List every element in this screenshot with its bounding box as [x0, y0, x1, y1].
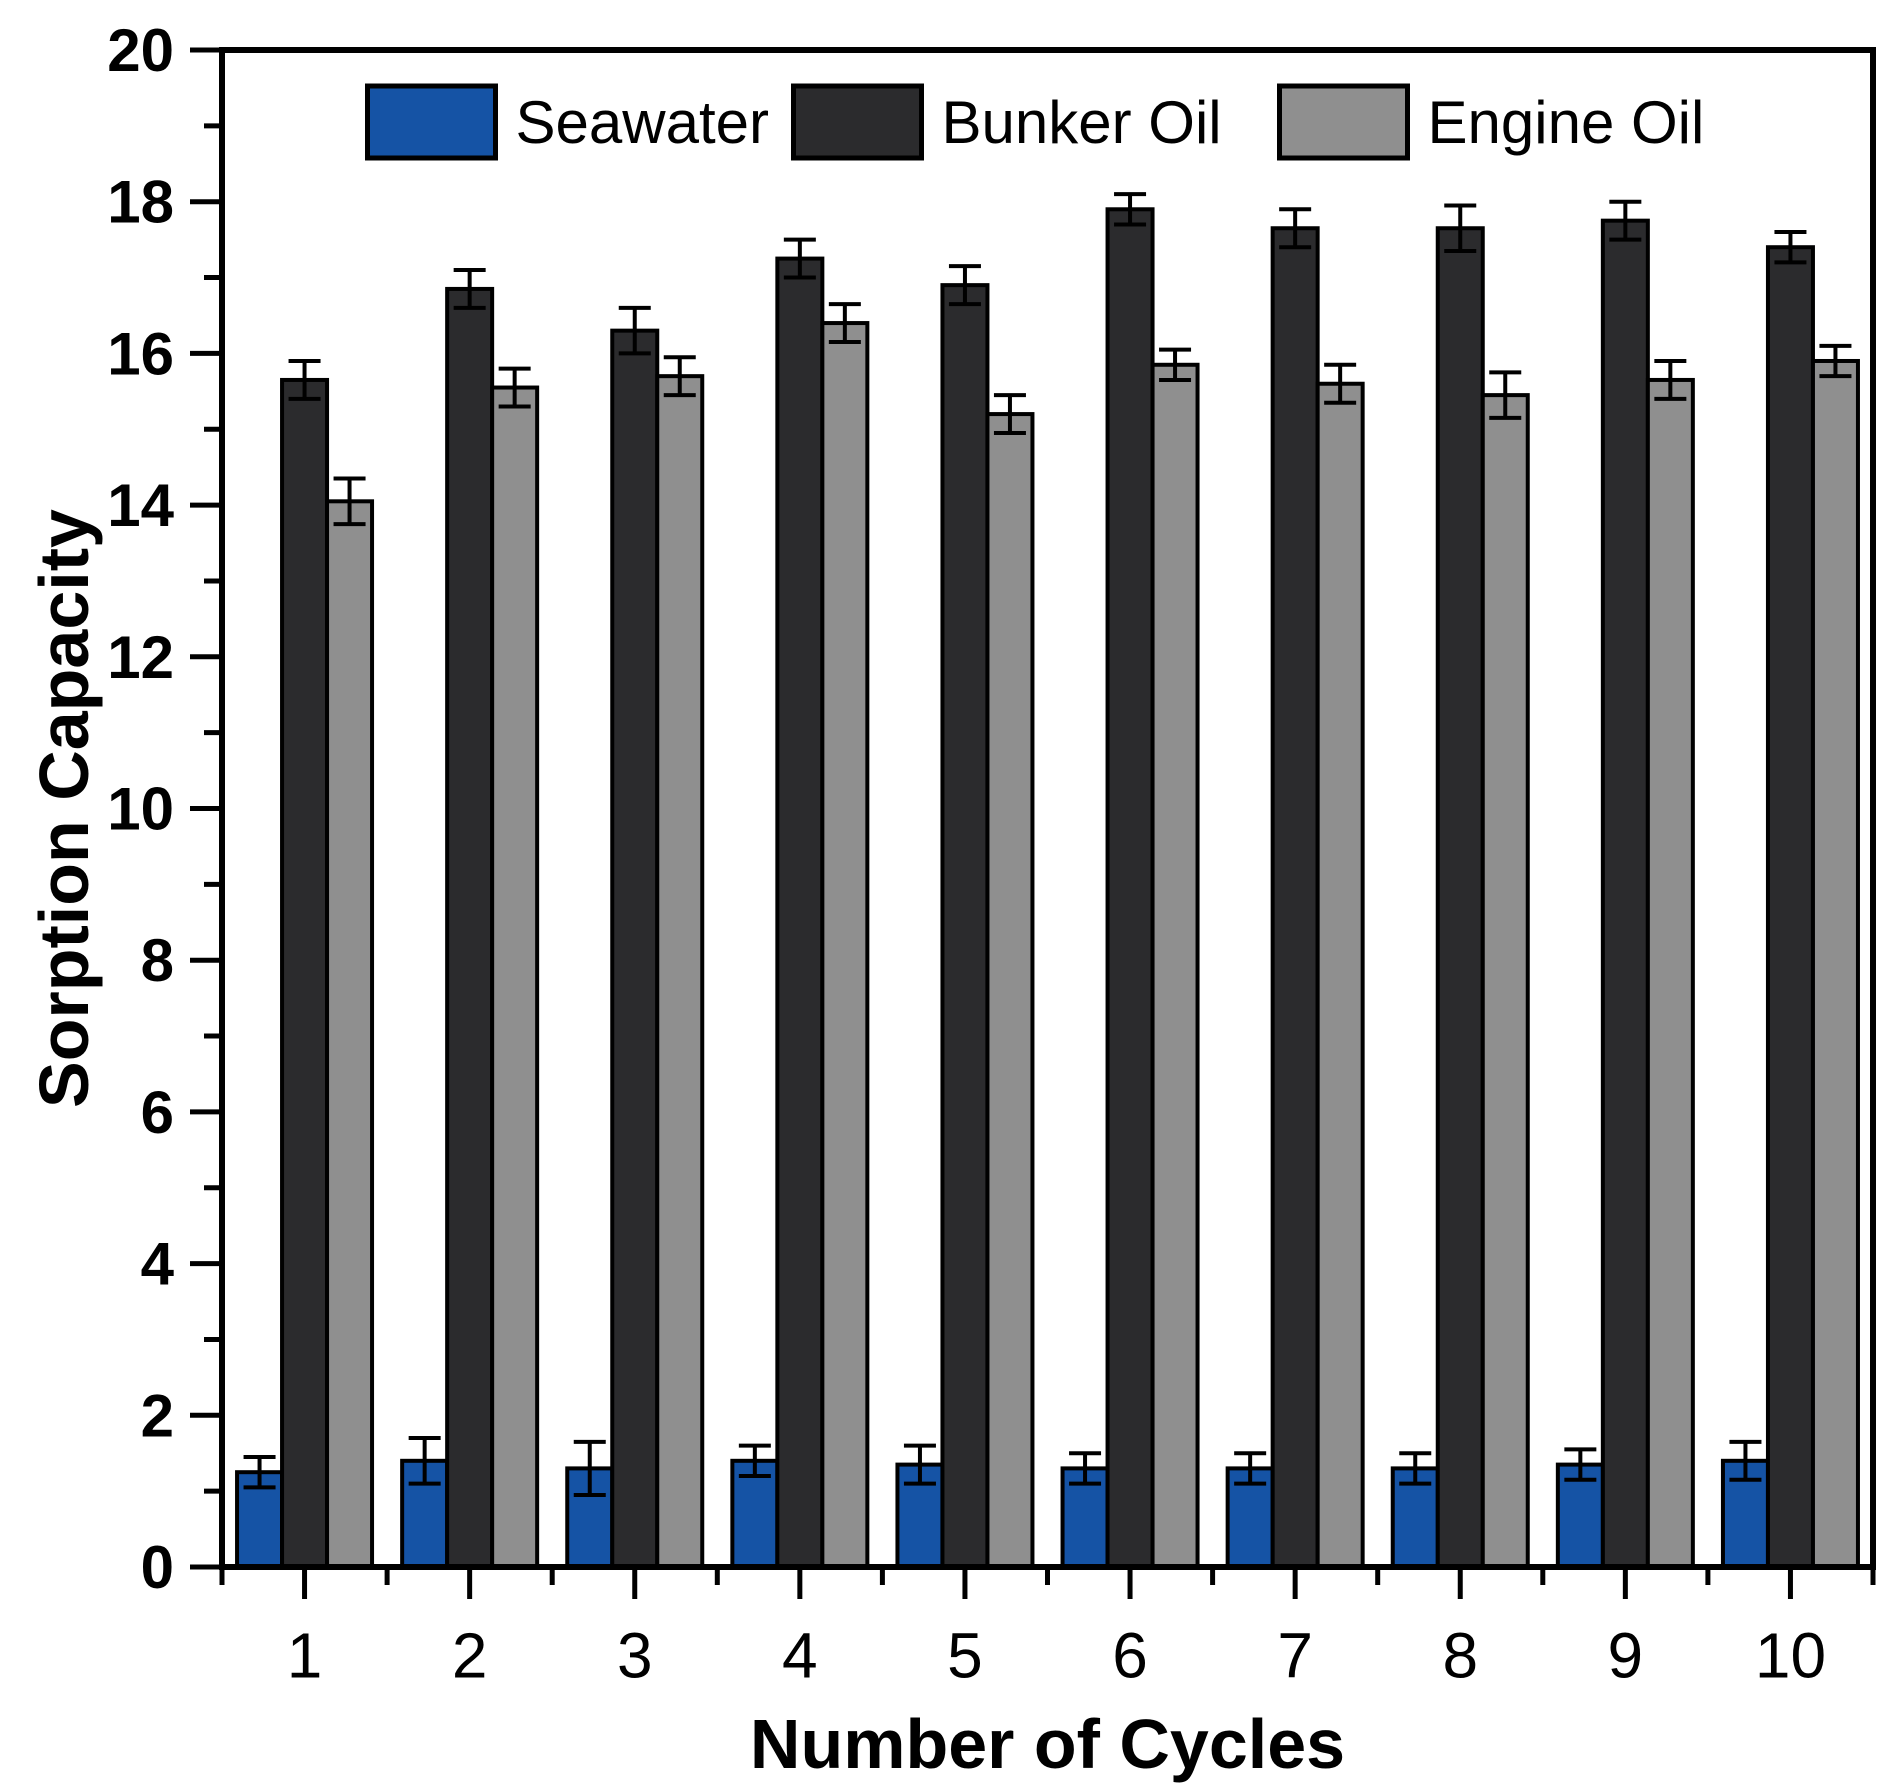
x-axis-tick-label: 6	[1112, 1619, 1148, 1691]
legend-label-engine-oil: Engine Oil	[1428, 89, 1705, 156]
legend: Seawater Bunker Oil Engine Oil	[365, 83, 1705, 161]
error-bar-engine-oil-cycle-8	[1489, 370, 1522, 420]
error-bar-bunker-oil-cycle-6	[1114, 192, 1147, 227]
bar-engine-oil-cycle-8	[1480, 393, 1530, 1569]
x-axis-tick-label: 9	[1608, 1619, 1644, 1691]
error-bar-bunker-oil-cycle-2	[453, 267, 486, 310]
error-bar-bunker-oil-cycle-7	[1279, 207, 1312, 250]
error-bar-seawater-cycle-6	[1069, 1451, 1102, 1486]
y-axis-tick-label: 8	[141, 927, 174, 994]
bar-bunker-oil-cycle-6	[1105, 207, 1155, 1569]
y-axis-tick-label: 6	[141, 1079, 174, 1146]
legend-swatch-engine-oil	[1277, 83, 1410, 161]
y-axis-tick-label: 0	[141, 1534, 174, 1601]
plot-box	[219, 47, 1876, 1570]
y-axis-tick-label: 4	[141, 1231, 175, 1298]
error-bar-engine-oil-cycle-7	[1324, 362, 1357, 405]
x-axis-tick-label: 10	[1755, 1619, 1826, 1691]
bar-bunker-oil-cycle-7	[1270, 226, 1320, 1569]
y-axis-tick-label: 16	[107, 320, 174, 387]
bar-bunker-oil-cycle-3	[610, 328, 660, 1569]
error-bar-seawater-cycle-1	[243, 1455, 276, 1490]
error-bar-seawater-cycle-7	[1234, 1451, 1267, 1486]
error-bar-seawater-cycle-8	[1399, 1451, 1432, 1486]
bar-bunker-oil-cycle-9	[1600, 218, 1650, 1570]
x-axis-tick-label: 1	[287, 1619, 323, 1691]
y-axis-tick-label: 2	[141, 1382, 174, 1449]
x-axis-title: Number of Cycles	[750, 1705, 1345, 1783]
y-axis-tick-label: 18	[107, 169, 174, 236]
bar-engine-oil-cycle-10	[1810, 358, 1860, 1569]
bar-bunker-oil-cycle-5	[940, 283, 990, 1569]
bar-engine-oil-cycle-4	[820, 321, 870, 1569]
error-bar-engine-oil-cycle-5	[993, 393, 1026, 436]
y-axis-tick-label: 12	[107, 624, 174, 691]
error-bar-bunker-oil-cycle-3	[618, 305, 651, 356]
x-axis-tick-label: 4	[782, 1619, 818, 1691]
error-bar-seawater-cycle-9	[1564, 1447, 1597, 1482]
bar-bunker-oil-cycle-8	[1435, 226, 1485, 1569]
x-axis-tick-label: 3	[617, 1619, 653, 1691]
bar-engine-oil-cycle-7	[1315, 381, 1365, 1569]
error-bar-seawater-cycle-4	[738, 1443, 771, 1478]
legend-label-seawater: Seawater	[516, 89, 769, 156]
error-bar-engine-oil-cycle-9	[1654, 358, 1687, 401]
error-bar-seawater-cycle-5	[903, 1443, 936, 1486]
error-bar-bunker-oil-cycle-10	[1774, 230, 1807, 265]
error-bar-bunker-oil-cycle-1	[288, 358, 321, 401]
error-bar-seawater-cycle-3	[573, 1439, 606, 1497]
y-axis-tick-label: 10	[107, 776, 174, 843]
error-bar-engine-oil-cycle-3	[663, 355, 696, 398]
error-bar-engine-oil-cycle-6	[1159, 347, 1192, 382]
bar-engine-oil-cycle-1	[325, 499, 375, 1569]
y-axis-tick-label: 14	[107, 472, 174, 539]
bar-engine-oil-cycle-9	[1645, 377, 1695, 1569]
error-bar-seawater-cycle-2	[408, 1436, 441, 1486]
x-axis-tick-label: 2	[452, 1619, 488, 1691]
error-bar-engine-oil-cycle-10	[1819, 343, 1852, 379]
bar-engine-oil-cycle-5	[985, 412, 1035, 1570]
x-axis-tick-label: 5	[947, 1619, 983, 1691]
error-bar-bunker-oil-cycle-9	[1609, 199, 1642, 242]
legend-swatch-bunker-oil	[791, 83, 924, 161]
error-bar-bunker-oil-cycle-4	[783, 237, 816, 280]
error-bar-engine-oil-cycle-2	[498, 366, 531, 409]
y-axis-tick-label: 20	[107, 17, 174, 84]
error-bar-engine-oil-cycle-4	[828, 302, 861, 345]
bar-engine-oil-cycle-2	[490, 385, 540, 1570]
bar-seawater-cycle-4	[730, 1458, 780, 1570]
x-axis-tick-label: 7	[1277, 1619, 1313, 1691]
error-bar-bunker-oil-cycle-8	[1444, 203, 1477, 254]
error-bar-engine-oil-cycle-1	[333, 476, 366, 527]
bar-bunker-oil-cycle-2	[445, 286, 495, 1569]
x-axis-tick-label: 8	[1442, 1619, 1478, 1691]
bar-bunker-oil-cycle-1	[280, 377, 330, 1569]
error-bar-bunker-oil-cycle-5	[948, 264, 981, 307]
bar-bunker-oil-cycle-4	[775, 256, 825, 1569]
bar-bunker-oil-cycle-10	[1765, 245, 1815, 1570]
y-axis-title: Sorption Capacity	[25, 509, 103, 1108]
legend-label-bunker-oil: Bunker Oil	[942, 89, 1222, 156]
bar-engine-oil-cycle-6	[1150, 362, 1200, 1570]
legend-swatch-seawater	[365, 83, 498, 161]
error-bar-seawater-cycle-10	[1729, 1439, 1762, 1482]
bar-engine-oil-cycle-3	[655, 374, 705, 1569]
